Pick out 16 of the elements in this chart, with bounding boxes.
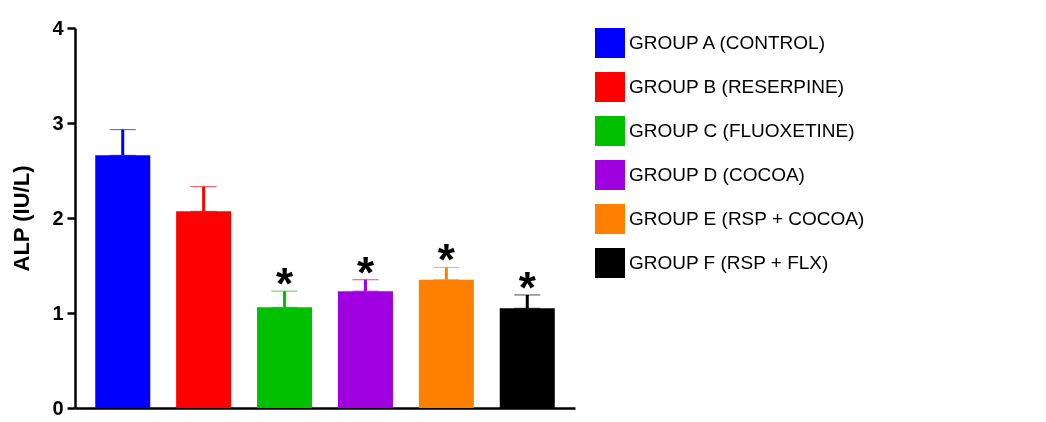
legend-label: GROUP E (RSP + COCOA) bbox=[629, 208, 865, 229]
annotation: * bbox=[437, 235, 456, 285]
legend-label: GROUP B (RESERPINE) bbox=[629, 76, 845, 97]
y-tick-label: 1 bbox=[52, 301, 64, 324]
y-tick-label: 2 bbox=[52, 206, 64, 229]
y-tick-label: 4 bbox=[52, 16, 65, 39]
legend-label: GROUP A (CONTROL) bbox=[629, 32, 826, 53]
annotation: * bbox=[518, 262, 537, 312]
legend-label: GROUP C (FLUOXETINE) bbox=[629, 120, 855, 141]
y-tick-label: 3 bbox=[52, 111, 64, 134]
y-axis-title: ALP (IU/L) bbox=[9, 165, 35, 272]
annotation: * bbox=[356, 247, 375, 297]
legend-label: GROUP F (RSP + FLX) bbox=[629, 252, 829, 273]
legend-label: GROUP D (COCOA) bbox=[629, 164, 805, 185]
y-tick-label: 0 bbox=[52, 396, 64, 419]
annotation: * bbox=[275, 259, 294, 309]
